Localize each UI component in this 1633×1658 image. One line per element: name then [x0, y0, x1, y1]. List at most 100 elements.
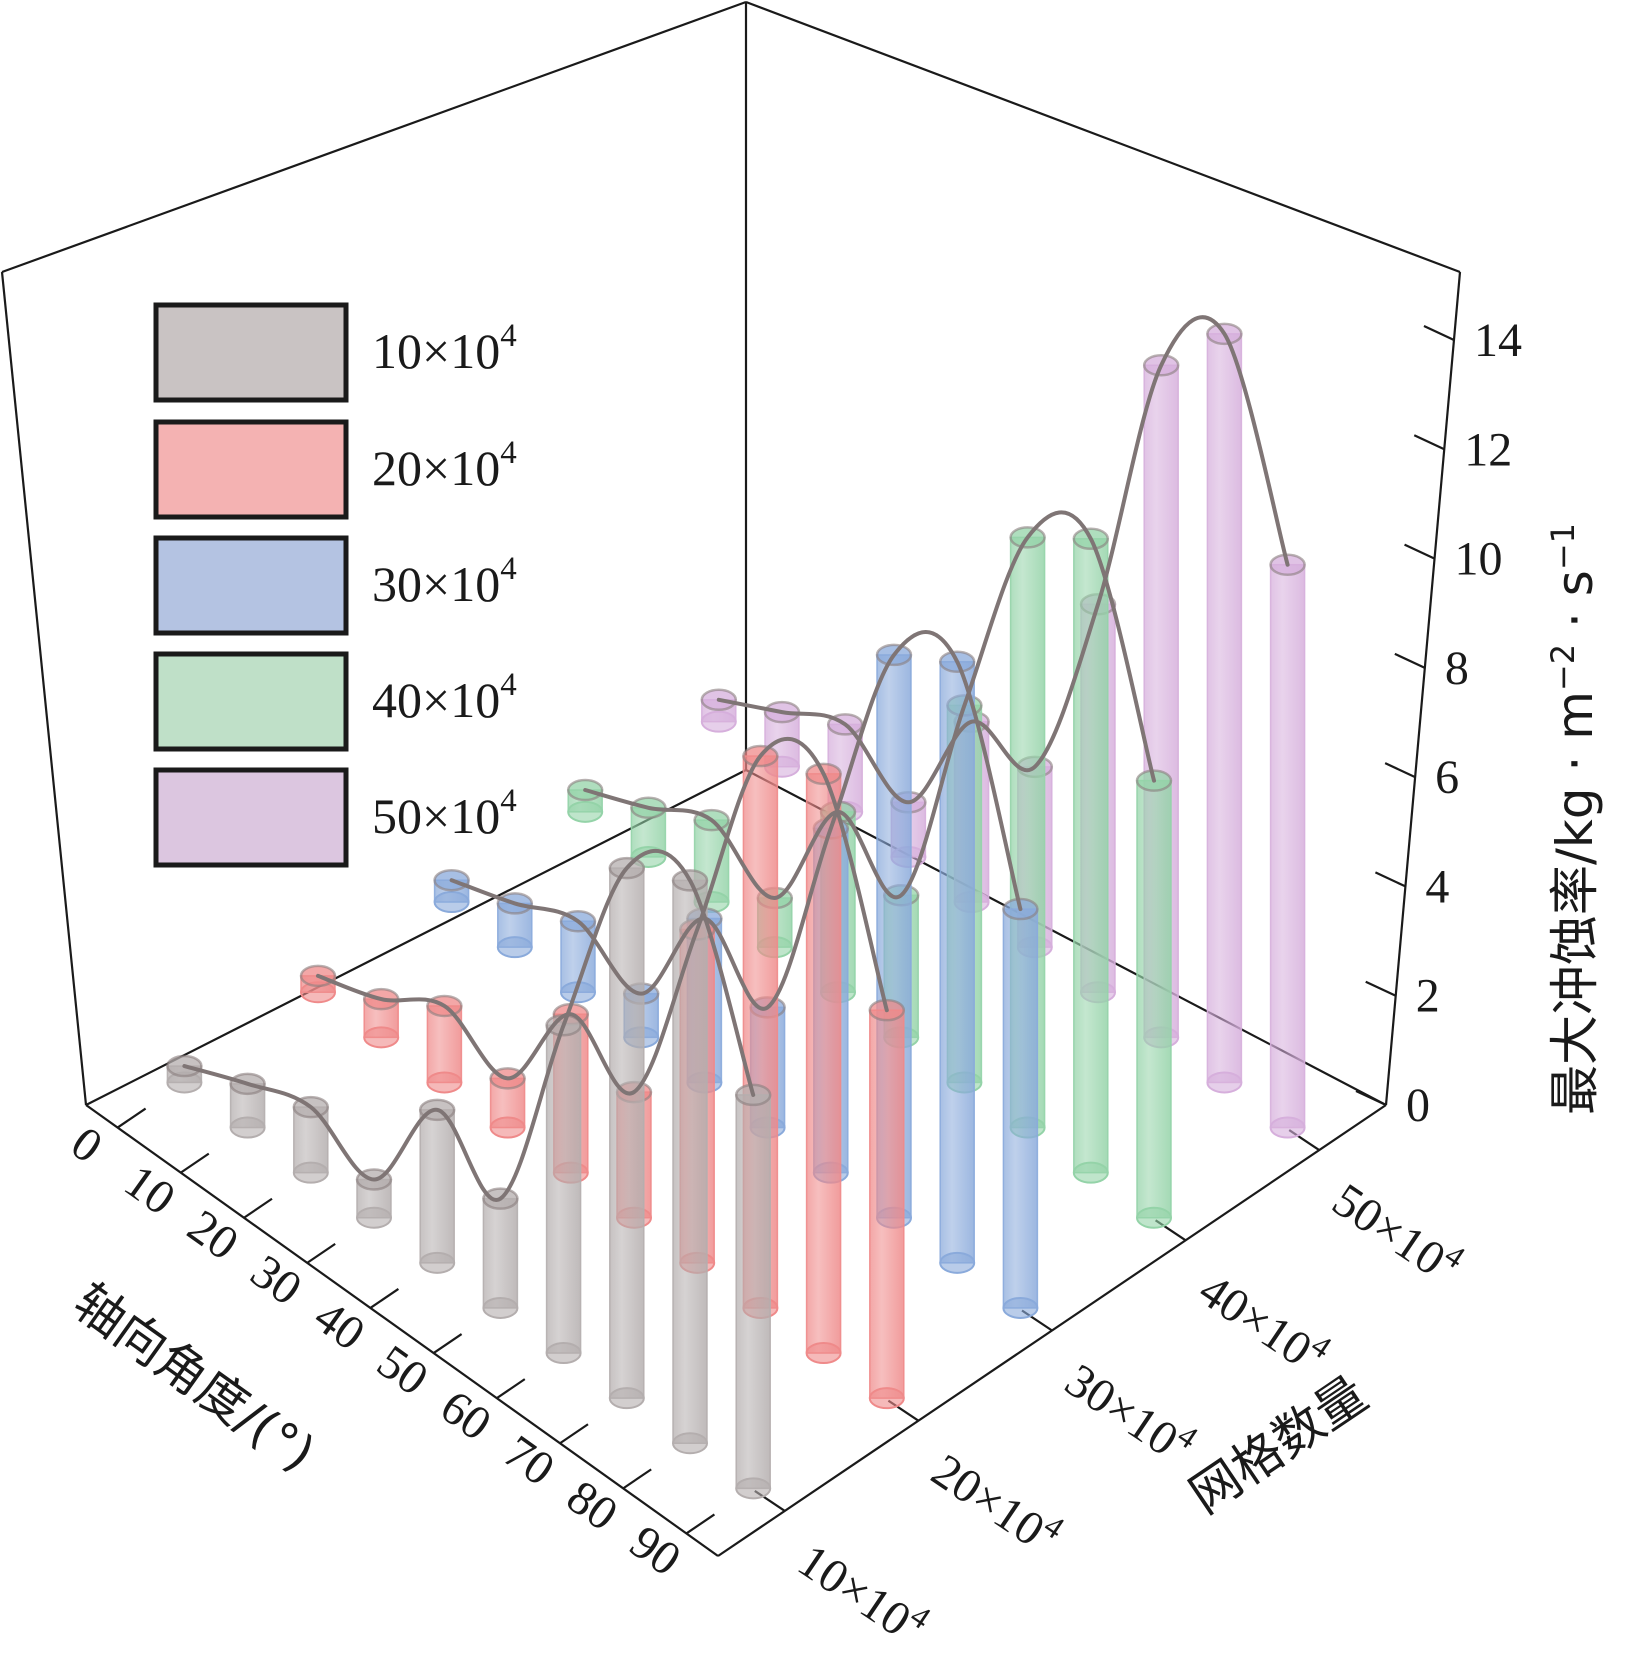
cylinder-50×10⁴-90: [1269, 553, 1306, 1139]
y-tick-label-4: 40×104: [1189, 1258, 1338, 1386]
z-tick-4: [1374, 871, 1406, 888]
z-tick-0: [1355, 1090, 1387, 1106]
cylinder-20×10⁴-0: [299, 964, 337, 1004]
cylinder-50×10⁴-0: [700, 688, 738, 733]
connector-40×10⁴: [583, 510, 1156, 900]
legend-swatch-30: [153, 535, 349, 636]
x-tick-label-30: 30: [241, 1245, 311, 1316]
z-tick-label-2: 2: [1416, 970, 1440, 1023]
cylinder-10×10⁴-80: [671, 869, 709, 1455]
x-tick-label-10: 10: [115, 1155, 185, 1226]
legend-label-10: 10×104: [372, 318, 517, 379]
x-tick-20: [243, 1197, 273, 1219]
cylinder-10×10⁴-0: [166, 1054, 203, 1094]
x-tick-label-60: 60: [431, 1380, 501, 1451]
legend-label-50: 50×104: [372, 783, 517, 844]
cylinder-40×10⁴-90: [1135, 769, 1173, 1229]
x-axis-line: [85, 1104, 719, 1557]
legend-label-20: 20×104: [372, 435, 517, 496]
y-tick-label-2: 20×104: [922, 1438, 1071, 1566]
cylinder-30×10⁴-0: [433, 868, 470, 914]
z-tick-label-10: 10: [1455, 533, 1503, 586]
x-tick-label-20: 20: [178, 1200, 248, 1271]
z-tick-2: [1365, 980, 1397, 997]
cylinder-10×10⁴-40: [418, 1098, 456, 1274]
legend-item-50: 50×104: [153, 767, 517, 868]
legend: 10×104 20×104 30×104 40×104 50×104: [153, 302, 517, 868]
cylinder-20×10⁴-20: [426, 994, 463, 1094]
cylinder-10×10⁴-60: [545, 1013, 582, 1365]
z-axis-title-sup1: −2: [1544, 644, 1582, 691]
z-tick-14: [1423, 325, 1455, 341]
legend-item-20: 20×104: [153, 419, 517, 520]
z-tick-label-0: 0: [1406, 1079, 1430, 1132]
x-tick-10: [180, 1152, 210, 1174]
x-tick-60: [496, 1378, 526, 1400]
connector-50×10⁴: [716, 315, 1290, 805]
x-tick-40: [369, 1288, 400, 1309]
connector-10×10⁴: [182, 849, 756, 1202]
x-tick-30: [306, 1242, 336, 1264]
z-axis-title-main: 最大冲蚀率/kg · m: [1546, 691, 1604, 1115]
z-axis-title-sup2: −1: [1544, 523, 1582, 570]
z-axis-title-mid: · s: [1546, 570, 1604, 644]
legend-item-30: 30×104: [153, 535, 517, 636]
cylinder-20×10⁴-10: [362, 987, 400, 1049]
cylinder-10×10⁴-70: [608, 856, 646, 1410]
x-tick-label-90: 90: [620, 1515, 690, 1586]
cylinder-30×10⁴-10: [496, 892, 534, 959]
back-edge-right-top: [745, 0, 1461, 274]
legend-item-10: 10×104: [153, 302, 517, 403]
cylinder-10×10⁴-50: [482, 1187, 519, 1319]
z-tick-6: [1384, 762, 1416, 779]
series-connectors: [182, 315, 1290, 1202]
cylinder-10×10⁴-90: [734, 1083, 772, 1500]
z-axis-ticks: 0 2 4 6 8 10 12 14: [1355, 314, 1522, 1132]
y-tick-label-1: 10×104: [789, 1528, 938, 1656]
y-tick-label-3: 30×104: [1056, 1348, 1205, 1476]
z-tick-8: [1394, 652, 1426, 669]
cylinder-20×10⁴-90: [868, 998, 906, 1410]
cylinder-30×10⁴-80: [938, 650, 976, 1274]
cylinder-20×10⁴-80: [805, 762, 842, 1365]
legend-item-40: 40×104: [153, 651, 517, 752]
x-tick-50: [432, 1333, 463, 1354]
x-tick-label-40: 40: [304, 1290, 374, 1361]
back-edge-left-top: [1, 0, 747, 274]
x-tick-label-80: 80: [557, 1470, 627, 1541]
cylinder-20×10⁴-30: [489, 1067, 526, 1139]
z-tick-label-8: 8: [1445, 642, 1469, 695]
cylinder-50×10⁴-80: [1206, 322, 1243, 1094]
z-tick-label-4: 4: [1425, 860, 1449, 913]
legend-swatch-20: [153, 419, 349, 520]
x-tick-70: [559, 1423, 589, 1445]
y-tick-label-5: 50×104: [1323, 1167, 1472, 1295]
cylinder-40×10⁴-80: [1072, 527, 1110, 1184]
x-tick-0: [116, 1107, 147, 1129]
x-tick-label-0: 0: [61, 1116, 111, 1173]
legend-label-30: 30×104: [372, 551, 517, 612]
left-edge-vertical: [0, 271, 88, 1106]
z-tick-label-14: 14: [1474, 314, 1522, 367]
x-tick-90: [685, 1513, 716, 1535]
z-axis-title: 最大冲蚀率/kg · m−2 · s−1: [1544, 523, 1604, 1115]
cylinder-30×10⁴-90: [1002, 897, 1039, 1319]
connector-30×10⁴: [449, 630, 1023, 1011]
legend-swatch-50: [153, 767, 349, 868]
y-axis-title: 网格数量: [1179, 1365, 1377, 1525]
z-tick-label-12: 12: [1464, 423, 1512, 476]
cylinder-10×10⁴-20: [292, 1095, 330, 1184]
legend-label-40: 40×104: [372, 667, 517, 728]
x-tick-label-50: 50: [368, 1335, 438, 1406]
cylinder-40×10⁴-0: [566, 778, 604, 823]
z-tick-10: [1404, 543, 1436, 560]
x-tick-80: [622, 1468, 652, 1490]
z-tick-label-6: 6: [1435, 751, 1459, 804]
x-tick-label-70: 70: [494, 1425, 564, 1496]
z-tick-12: [1413, 434, 1445, 451]
right-edge-vertical: [1384, 271, 1462, 1106]
cylinder-40×10⁴-10: [630, 796, 667, 868]
